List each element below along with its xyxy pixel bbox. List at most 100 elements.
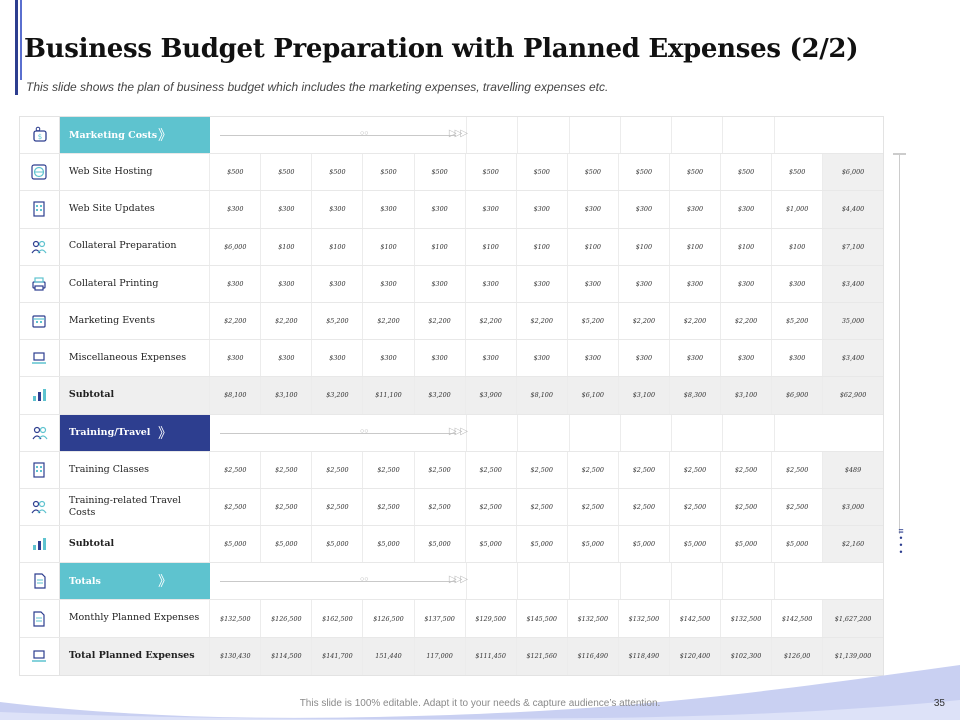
section-connector: ○○ ▷▷▷ [210, 415, 468, 451]
bottom-wave-decoration [0, 665, 960, 720]
empty-cell [568, 117, 620, 154]
month-value-cell: $300 [311, 340, 362, 377]
connector-arrows: ▷▷▷ [448, 574, 468, 586]
row-label: Subtotal [59, 377, 210, 414]
row-label: Marketing Events [68, 314, 155, 326]
month-value-cell: $2,500 [668, 451, 720, 488]
month-value-cell: $141,700 [311, 637, 363, 675]
table-row: Collateral Preparation $6,000 $100 $100 $100… [20, 228, 883, 266]
empty-cell [517, 563, 568, 600]
footer-note: This slide is 100% editable. Adapt it to… [299, 698, 661, 709]
month-value-cell: $121,560 [515, 637, 567, 675]
month-value-cell: $300 [464, 265, 516, 302]
month-value-cell: $2,500 [209, 451, 260, 488]
chart-icon [20, 526, 60, 563]
month-value-cell: $5,000 [260, 526, 311, 563]
month-value-cell: $118,490 [617, 637, 669, 675]
row-label: Collateral Printing [68, 277, 159, 289]
table-row: Subtotal $8,100 $3,100 $3,200 $11,100 $3,200 $… [20, 377, 883, 415]
month-value-cell: $100 [311, 228, 362, 265]
month-value-cell: $126,500 [260, 600, 311, 637]
row-total-cell: $3,400 [822, 265, 883, 302]
travel-icon [20, 488, 60, 526]
page-title: Business Budget Preparation with Planned… [24, 34, 859, 64]
section-row: Training/Travel 》 ○○ ▷▷▷ [20, 414, 883, 452]
month-value-cell: $3,200 [413, 377, 465, 414]
month-value-cell: $300 [209, 265, 260, 302]
month-value-cell: $300 [566, 265, 618, 302]
section-label-text: Totals [69, 575, 101, 587]
month-value-cell: $2,200 [260, 302, 311, 340]
month-value-cell: $300 [668, 191, 720, 228]
month-value-cell: $500 [464, 154, 516, 191]
month-value-cell: $120,400 [668, 637, 721, 675]
month-value-cell: $300 [362, 265, 413, 302]
empty-cell [568, 414, 620, 451]
month-value-cell: $100 [464, 228, 516, 265]
table-row: Monthly Planned Expenses $132,500 $126,500… [20, 600, 883, 638]
month-value-cell: $1,000 [771, 191, 822, 228]
empty-cell [722, 117, 773, 154]
month-value-cell: $111,450 [464, 637, 516, 675]
month-value-cell: $6,900 [771, 377, 823, 414]
month-value-cell: $300 [720, 191, 771, 228]
month-value-cell: $500 [209, 154, 260, 191]
month-value-cell: $300 [668, 265, 720, 302]
month-value-cell: $5,000 [720, 526, 771, 563]
month-value-cell: $300 [413, 340, 465, 377]
month-value-cell: $162,500 [311, 600, 362, 637]
month-value-cell: $300 [362, 191, 413, 228]
month-value-cell: $5,200 [566, 302, 618, 340]
page-number: 35 [933, 698, 945, 709]
month-value-cell: $3,100 [720, 377, 772, 414]
row-label: Training-related Travel Costs [68, 494, 181, 518]
connector-dots: ○○ [360, 427, 369, 435]
month-value-cell: $300 [464, 340, 516, 377]
month-value-cell: $100 [362, 228, 413, 265]
month-value-cell: $5,000 [771, 526, 822, 563]
section-row: Totals 》 ○○ ▷▷▷ [20, 563, 883, 601]
month-value-cell: $2,500 [720, 451, 771, 488]
table-row: Training Classes $2,500 $2,500 $2,500 $2,500… [20, 451, 883, 489]
month-value-cell: $300 [668, 340, 720, 377]
laptop-icon [20, 340, 60, 377]
month-value-cell: $5,000 [464, 526, 516, 563]
month-value-cell: $2,500 [464, 451, 516, 488]
classroom-icon [20, 451, 60, 488]
month-value-cell: $500 [771, 154, 822, 191]
connector-dots: ○○ [360, 576, 369, 584]
row-total-cell: $6,000 [822, 154, 883, 191]
month-value-cell: $3,100 [260, 377, 312, 414]
month-value-cell: $5,000 [413, 526, 465, 563]
row-total-cell: $2,160 [822, 526, 883, 563]
month-value-cell: $2,200 [515, 302, 567, 340]
month-value-cell: $116,490 [566, 637, 618, 675]
empty-cell [466, 563, 517, 600]
month-value-cell: $300 [771, 265, 822, 302]
row-total-cell: $489 [822, 451, 883, 488]
month-value-cell: $500 [413, 154, 465, 191]
month-value-cell: $300 [311, 265, 362, 302]
month-value-cell: $100 [566, 228, 618, 265]
money-bag-icon: $ [20, 117, 60, 154]
month-value-cell: $2,500 [209, 488, 260, 526]
row-label: Monthly Planned Expenses [68, 612, 200, 624]
table-row: Total Planned Expenses $130,430 $114,500 $1… [20, 637, 883, 675]
month-value-cell: $500 [668, 154, 720, 191]
month-value-cell: $2,500 [362, 488, 413, 526]
month-value-cell: $300 [771, 340, 822, 377]
month-value-cell: 151,440 [362, 637, 414, 675]
month-value-cell: $300 [362, 340, 413, 377]
month-value-cell: $8,100 [209, 377, 261, 414]
month-value-cell: $300 [617, 340, 669, 377]
connector-dots: ○○ [360, 130, 369, 137]
people-icon [20, 228, 60, 265]
row-label: Collateral Preparation [68, 240, 177, 252]
month-value-cell: $2,500 [566, 451, 618, 488]
month-value-cell: $300 [617, 265, 669, 302]
month-value-cell: $500 [720, 154, 771, 191]
empty-cell [773, 414, 825, 451]
month-value-cell: $300 [720, 340, 771, 377]
month-value-cell: $500 [566, 154, 618, 191]
month-value-cell: 117,000 [413, 637, 465, 675]
